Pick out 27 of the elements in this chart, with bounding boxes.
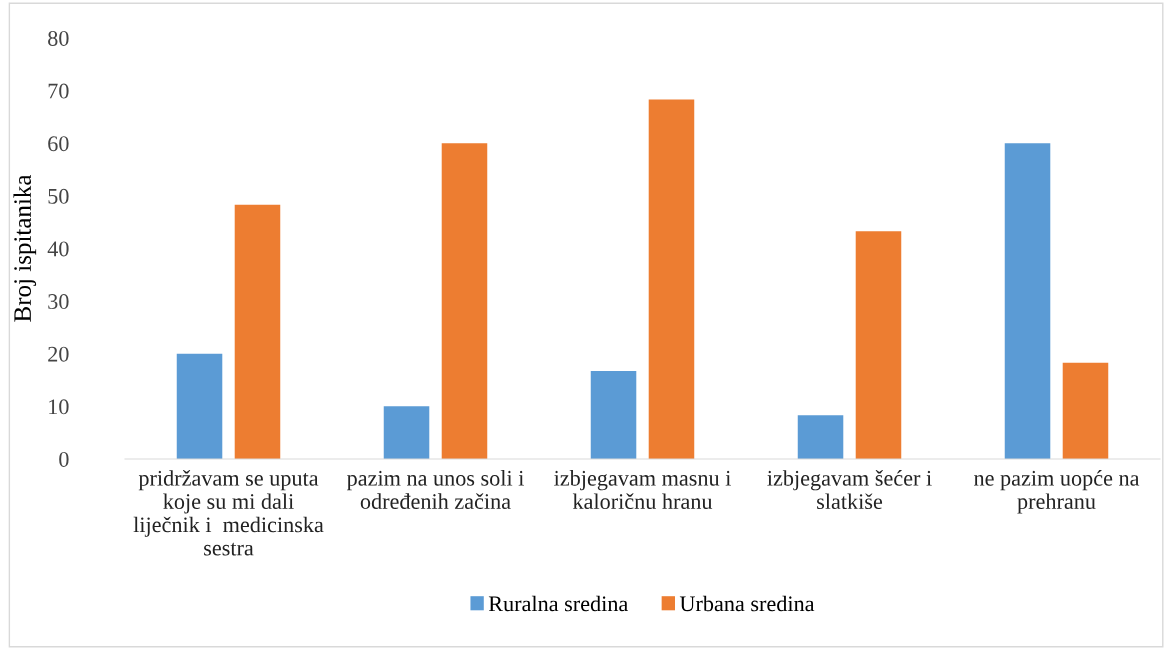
bar [234, 204, 281, 459]
bar [648, 99, 695, 459]
y-tick-label: 70 [48, 83, 69, 99]
bar [855, 231, 902, 459]
x-tick-label: izbjegavam masnu i kaloričnu hranu [554, 470, 731, 510]
y-tick-label: 30 [48, 294, 69, 310]
x-tick-label: izbjegavam šećer i slatkiše [767, 470, 932, 510]
bar [797, 415, 844, 459]
y-tick-label: 50 [48, 188, 69, 204]
legend-label: Urbana sredina [679, 595, 815, 612]
bar [441, 143, 488, 459]
y-tick-label: 10 [49, 399, 69, 415]
y-tick-label: 40 [47, 241, 69, 257]
y-tick-label: 80 [48, 30, 69, 46]
bar [590, 371, 637, 459]
y-tick-label: 60 [48, 136, 69, 152]
y-tick-label: 20 [48, 346, 69, 362]
x-tick-label: ne pazim uopće na prehranu [974, 470, 1140, 514]
bar [1062, 362, 1109, 459]
legend-label: Ruralna sredina [488, 595, 628, 612]
x-tick-label: pridržavam se uputa koje su mi dali liječnik i medicinska sestra [133, 470, 324, 556]
bar [176, 353, 223, 459]
bar [1004, 143, 1051, 459]
y-tick-label: 0 [59, 451, 69, 467]
y-axis-title: Broj ispitanika [13, 174, 37, 322]
x-tick-label: pazim na unos soli i određenih začina [346, 470, 524, 509]
bar [383, 406, 430, 459]
